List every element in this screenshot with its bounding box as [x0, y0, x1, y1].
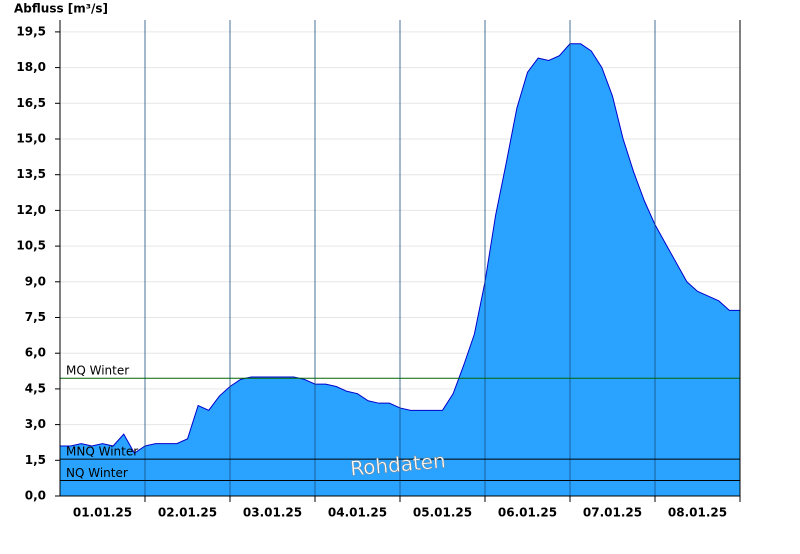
y-tick-label: 13,5: [16, 167, 46, 181]
y-tick-label: 19,5: [16, 24, 46, 38]
y-tick-label: 12,0: [16, 203, 46, 217]
x-tick-label: 05.01.25: [413, 506, 472, 520]
y-tick-label: 4,5: [25, 381, 46, 395]
reference-label: MNQ Winter: [66, 445, 138, 459]
x-tick-label: 02.01.25: [158, 506, 217, 520]
reference-label: NQ Winter: [66, 466, 128, 480]
y-tick-label: 9,0: [25, 274, 46, 288]
reference-label: MQ Winter: [66, 364, 129, 378]
y-tick-label: 1,5: [25, 453, 46, 467]
y-tick-label: 10,5: [16, 239, 46, 253]
y-tick-label: 3,0: [25, 417, 46, 431]
x-tick-label: 04.01.25: [328, 506, 387, 520]
y-tick-label: 16,5: [16, 96, 46, 110]
x-tick-label: 03.01.25: [243, 506, 302, 520]
y-tick-label: 15,0: [16, 132, 46, 146]
y-tick-label: 18,0: [16, 60, 46, 74]
x-tick-label: 08.01.25: [668, 506, 727, 520]
y-tick-label: 0,0: [25, 489, 46, 503]
y-tick-label: 6,0: [25, 346, 46, 360]
y-tick-label: 7,5: [25, 310, 46, 324]
y-axis-title: Abfluss [m³/s]: [14, 2, 108, 16]
x-tick-label: 01.01.25: [73, 506, 132, 520]
x-tick-label: 06.01.25: [498, 506, 557, 520]
x-tick-label: 07.01.25: [583, 506, 642, 520]
